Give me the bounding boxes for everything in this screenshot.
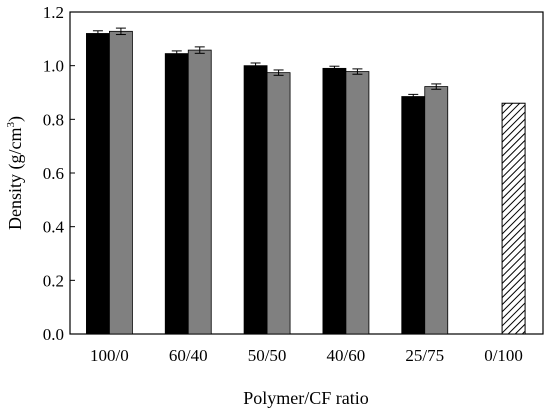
y-axis-label: Density (g/cm3)	[5, 116, 26, 230]
y-axis-label-main: Density (g/cm	[5, 128, 26, 230]
x-tick-label: 25/75	[405, 346, 444, 365]
y-tick-label: 1.2	[43, 3, 64, 22]
bar	[401, 96, 426, 335]
bar	[164, 53, 189, 335]
x-tick-label: 0/100	[484, 346, 523, 365]
y-tick-label: 0.4	[43, 218, 65, 237]
bar	[322, 67, 347, 335]
bar	[345, 71, 370, 335]
y-axis-label-superscript: 3	[5, 122, 17, 128]
bar	[424, 86, 449, 335]
bars	[86, 30, 526, 335]
bar	[109, 30, 133, 335]
x-tick-label: 50/50	[248, 346, 287, 365]
y-tick-label: 0.8	[43, 110, 64, 129]
y-tick-label: 0.6	[43, 164, 64, 183]
x-tick-label: 100/0	[90, 346, 129, 365]
y-tick-label: 1.0	[43, 57, 64, 76]
bar	[266, 72, 291, 335]
x-tick-label: 60/40	[169, 346, 208, 365]
bar	[187, 49, 212, 335]
x-tick-label: 40/60	[327, 346, 366, 365]
y-axis-ticks: 0.0 0.2 0.4 0.6 0.8 1.0 1.2	[43, 3, 75, 344]
x-axis-label: Polymer/CF ratio	[243, 388, 369, 408]
y-tick-label: 0.0	[43, 325, 64, 344]
y-axis-label-close: )	[5, 116, 26, 122]
plot-area	[69, 11, 544, 335]
y-tick-label: 0.2	[43, 271, 64, 290]
bar	[86, 33, 110, 335]
bar	[243, 65, 268, 335]
hatched-bar	[501, 102, 526, 335]
error-bars	[92, 27, 442, 100]
x-axis-tick-labels: 100/0 60/40 50/50 40/60 25/75 0/100	[90, 346, 523, 365]
